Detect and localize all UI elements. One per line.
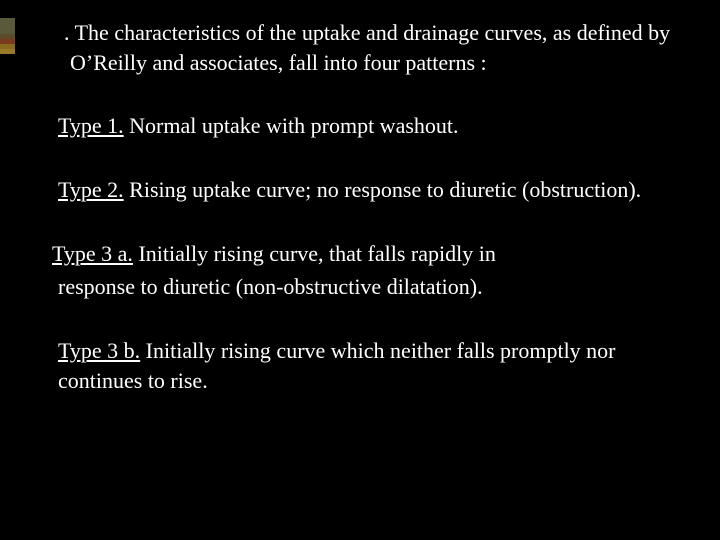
type-1-label: Type 1.: [58, 113, 124, 138]
type-3a-line1: Type 3 a. Initially rising curve, that f…: [52, 239, 680, 269]
accent-bar-stack: [0, 18, 15, 54]
accent-bar-5: [0, 49, 15, 54]
type-2-paragraph: Type 2. Rising uptake curve; no response…: [52, 175, 680, 205]
accent-bar-1: [0, 18, 15, 34]
type-2-label: Type 2.: [58, 177, 124, 202]
type-3a-text-1: Initially rising curve, that falls rapid…: [133, 241, 496, 266]
type-2-text: Rising uptake curve; no response to diur…: [124, 177, 642, 202]
type-3a-block: Type 3 a. Initially rising curve, that f…: [52, 239, 680, 302]
type-3a-line2: response to diuretic (non-obstructive di…: [52, 272, 680, 302]
type-1-paragraph: Type 1. Normal uptake with prompt washou…: [52, 111, 680, 141]
intro-paragraph: . The characteristics of the uptake and …: [52, 18, 680, 77]
type-3b-label: Type 3 b.: [58, 338, 140, 363]
type-1-text: Normal uptake with prompt washout.: [124, 113, 459, 138]
type-3a-label: Type 3 a.: [52, 241, 133, 266]
type-3b-text: Initially rising curve which neither fal…: [58, 338, 616, 393]
slide: . The characteristics of the uptake and …: [0, 0, 720, 540]
type-3b-paragraph: Type 3 b. Initially rising curve which n…: [52, 336, 680, 395]
